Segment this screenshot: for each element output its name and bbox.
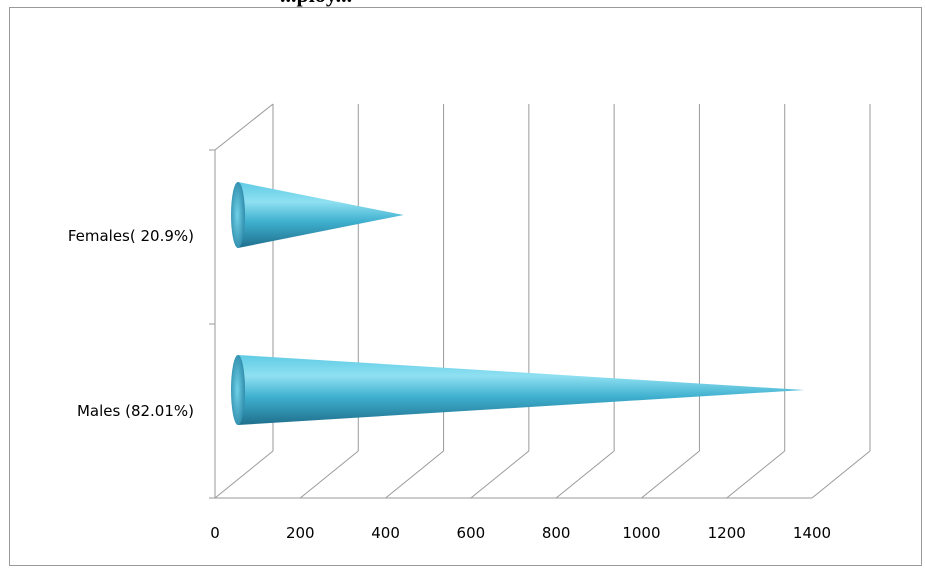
x-tick-label: 1000 xyxy=(622,524,660,542)
x-tick-label: 0 xyxy=(210,524,220,542)
x-tick-label: 1400 xyxy=(793,524,831,542)
floor-gridline xyxy=(385,450,444,499)
x-tick-label: 200 xyxy=(286,524,315,542)
cone-bar xyxy=(231,182,404,248)
floor-gridline xyxy=(726,450,786,499)
floor-gridline xyxy=(299,450,359,499)
cone-base xyxy=(231,355,245,425)
cone-bar xyxy=(231,355,805,425)
x-tick-label: 1200 xyxy=(708,524,746,542)
left-wall-top-edge xyxy=(214,103,274,151)
cone-body xyxy=(238,355,805,425)
chart-title: ...ploy... xyxy=(280,0,352,8)
floor-gridline xyxy=(214,450,274,499)
x-tick-label: 800 xyxy=(542,524,571,542)
floor-gridline xyxy=(470,450,530,499)
chart-frame xyxy=(9,7,922,566)
cone-base xyxy=(231,182,245,248)
category-label: Males (82.01%) xyxy=(77,402,194,420)
floor-gridline xyxy=(641,450,700,499)
category-label: Females( 20.9%) xyxy=(68,227,194,245)
floor-gridline xyxy=(555,450,615,499)
x-tick-label: 400 xyxy=(371,524,400,542)
floor-gridline xyxy=(811,450,871,499)
x-tick-label: 600 xyxy=(457,524,486,542)
cone-body xyxy=(238,182,404,248)
